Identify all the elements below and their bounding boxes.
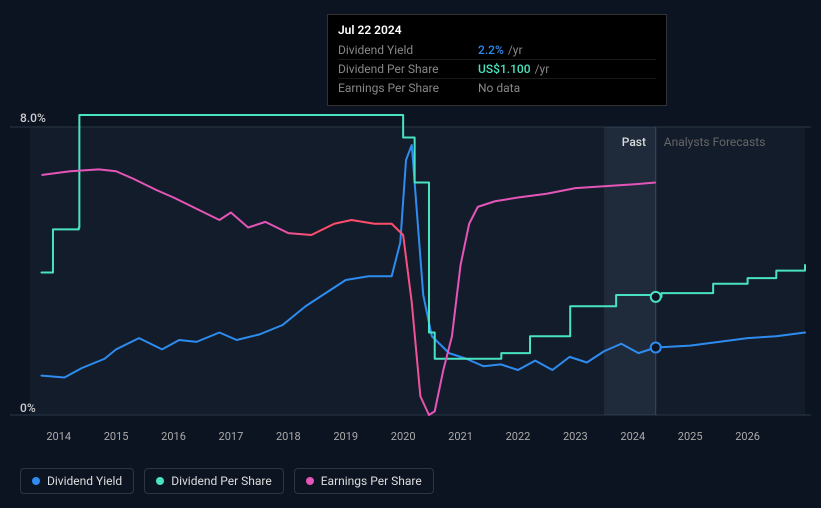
legend-label: Earnings Per Share (321, 474, 422, 488)
x-tick-label: 2024 (620, 430, 645, 443)
tooltip-row-unit: /yr (535, 62, 550, 76)
x-tick-label: 2018 (276, 430, 301, 443)
legend-dot-icon (156, 477, 164, 485)
tooltip-row-value: 2.2% (478, 43, 504, 57)
x-tick-label: 2016 (161, 430, 186, 443)
tooltip-row-label: Dividend Yield (338, 43, 478, 57)
legend-dot-icon (306, 477, 314, 485)
tooltip-nodata: No data (478, 81, 520, 95)
legend-item[interactable]: Dividend Yield (20, 468, 134, 494)
forecasts-label: Analysts Forecasts (664, 135, 766, 149)
tooltip-row: Dividend Per ShareUS$1.100/yr (338, 59, 656, 78)
chart-tooltip: Jul 22 2024 Dividend Yield2.2%/yrDividen… (327, 14, 667, 106)
legend-dot-icon (32, 477, 40, 485)
y-axis-min-label: 0% (20, 401, 36, 415)
x-tick-label: 2020 (391, 430, 416, 443)
legend-label: Dividend Yield (47, 474, 122, 488)
tooltip-row-label: Dividend Per Share (338, 62, 478, 76)
x-tick-label: 2014 (46, 430, 71, 443)
tooltip-row-value: US$1.100 (478, 62, 531, 76)
x-axis-ticks: 2014 2015 2016 2017 2018 2019 2020 2021 2022 2023… (0, 430, 821, 450)
x-tick-label: 2019 (333, 430, 358, 443)
tooltip-row: Earnings Per ShareNo data (338, 78, 656, 97)
tooltip-date: Jul 22 2024 (338, 23, 656, 37)
x-tick-label: 2015 (104, 430, 129, 443)
x-tick-label: 2022 (506, 430, 531, 443)
x-tick-label: 2023 (563, 430, 588, 443)
y-axis-max-label: 8.0% (20, 111, 46, 125)
chart-legend: Dividend Yield Dividend Per Share Earnings… (20, 468, 434, 494)
tooltip-row: Dividend Yield2.2% /yr (338, 41, 656, 59)
legend-item[interactable]: Dividend Per Share (144, 468, 284, 494)
legend-label: Dividend Per Share (171, 474, 272, 488)
tooltip-row-unit: /yr (508, 43, 523, 57)
past-label: Past (622, 135, 646, 149)
chart-svg (0, 100, 821, 460)
legend-item[interactable]: Earnings Per Share (294, 468, 434, 494)
dividend-chart[interactable]: 8.0% 0% Past Analysts Forecasts 2014 2015… (0, 100, 821, 460)
x-tick-label: 2017 (219, 430, 244, 443)
x-tick-label: 2025 (678, 430, 703, 443)
x-tick-label: 2021 (448, 430, 473, 443)
x-tick-label: 2026 (735, 430, 760, 443)
tooltip-row-label: Earnings Per Share (338, 81, 478, 95)
